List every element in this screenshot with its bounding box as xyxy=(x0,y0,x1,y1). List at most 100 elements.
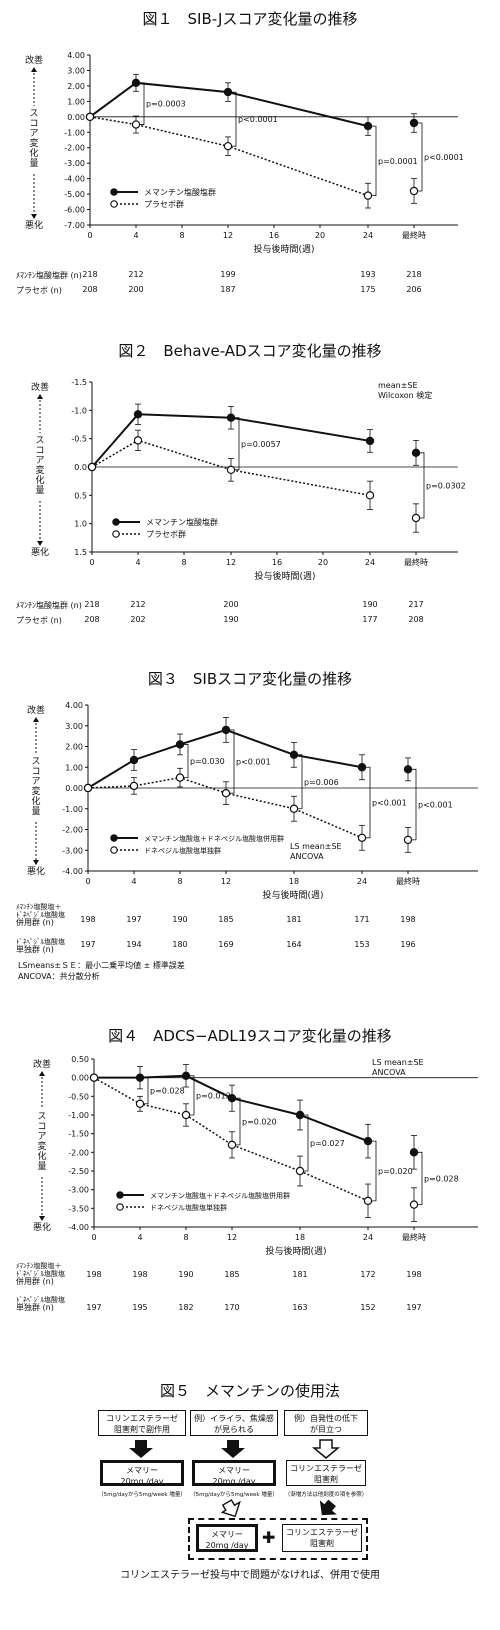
series-2-line xyxy=(89,116,369,197)
legend-label-2: ドネペジル塩酸塩単独群 xyxy=(150,1203,227,1212)
fig5-drug-3: コリンエステラーゼ 阻害剤 xyxy=(286,1460,366,1486)
n-count-cell: 190 xyxy=(223,615,239,624)
series-1-point xyxy=(227,1094,237,1103)
y-tick-label: -6.00 xyxy=(64,206,85,215)
x-tick-label: 12 xyxy=(227,1233,237,1242)
p-value-label: p=0.012 xyxy=(196,1091,231,1100)
y-axis-label-char: コ xyxy=(35,446,44,456)
n-count-cell: 164 xyxy=(286,940,302,949)
fig5-note-2: （5mg/dayから5mg/week 増量） xyxy=(190,1492,278,1498)
n-count-cell: 198 xyxy=(132,1270,148,1279)
series-2-point xyxy=(131,120,141,129)
fig2-n-label-2: プラセボ (n) xyxy=(16,616,62,625)
y-axis-label-char: 変 xyxy=(31,785,40,797)
y-axis-label-char: コ xyxy=(29,119,38,129)
plus-icon: ✚ xyxy=(262,1528,276,1547)
series-1-point xyxy=(221,725,231,735)
p-bracket xyxy=(232,91,237,147)
arrow-diag-outline-icon xyxy=(220,1499,241,1518)
fig4-n-label-2b: 単独群 (n) xyxy=(16,1303,54,1312)
y-axis-label-char: 量 xyxy=(35,485,44,496)
p-bracket xyxy=(140,82,145,125)
n-count-cell: 175 xyxy=(360,285,376,294)
y-improve-label: 改善 xyxy=(27,704,45,716)
series-2-point xyxy=(357,833,367,842)
series-2-line xyxy=(93,1077,369,1202)
fig1-n-label-1: ﾒﾏﾝﾁﾝ塩酸塩群 (n) xyxy=(16,271,82,280)
y-tick-label: -4.00 xyxy=(64,175,85,184)
fig5-footer: コリンエステラーゼ投与中で問題がなければ、併用で使用 xyxy=(120,1570,380,1581)
y-tick-label: 3.00 xyxy=(65,722,83,731)
series-1-point xyxy=(129,755,139,765)
fig5-note-3: （漸増方法は他剤度の項を参照） xyxy=(284,1492,368,1498)
p-bracket xyxy=(412,768,417,841)
arrow-up-icon xyxy=(39,1071,45,1076)
legend-label-1: メマンチン塩酸塩＋ドネペジル塩酸塩併用群 xyxy=(144,834,284,843)
series-2-point xyxy=(221,788,231,798)
series-1-line xyxy=(87,728,363,789)
series-1-line xyxy=(91,413,371,468)
series-2-point xyxy=(85,112,95,122)
x-tick-label: 最終時 xyxy=(402,1232,426,1242)
series-2-point xyxy=(409,186,419,196)
y-axis-label-char: ス xyxy=(35,436,44,446)
series-2-point xyxy=(135,1099,145,1109)
y-worsen-label: 悪化 xyxy=(25,219,43,231)
y-tick-label: -2.00 xyxy=(68,1148,89,1157)
x-axis-label: 投与後時間(週) xyxy=(253,243,314,255)
series-2-point xyxy=(175,773,185,782)
y-tick-label: 2.00 xyxy=(65,743,83,752)
fig3-n-label-2: ﾄﾞﾈﾍﾟｼﾞﾙ塩酸塩 単独群 (n) xyxy=(16,938,65,954)
n-count-cell: 212 xyxy=(128,270,144,279)
x-tick-label: 24 xyxy=(365,558,375,567)
fig3-n-label-1c: 併用群 (n) xyxy=(16,918,54,927)
y-axis-label-char: 変 xyxy=(29,137,38,149)
x-tick-label: 16 xyxy=(272,558,282,567)
series-2-point xyxy=(295,1166,305,1176)
p-value-label: p<0.001 xyxy=(236,758,271,767)
x-tick-label: 20 xyxy=(315,231,325,240)
series-1-point xyxy=(175,740,185,749)
legend-marker-1 xyxy=(110,188,118,196)
p-value-label: p=0.020 xyxy=(378,1167,413,1176)
legend-marker-1 xyxy=(110,834,118,842)
y-tick-label: 4.00 xyxy=(65,701,83,710)
series-1-point xyxy=(363,1136,373,1146)
n-count-cell: 181 xyxy=(292,1270,308,1279)
y-tick-label: -1.5 xyxy=(71,378,87,387)
series-2-point xyxy=(363,191,373,200)
fig1-n-label-2: プラセボ (n) xyxy=(16,286,62,295)
x-tick-label: 8 xyxy=(179,231,184,240)
y-axis-label-char: 変 xyxy=(35,464,44,476)
series-1-point xyxy=(403,765,413,774)
n-count-cell: 197 xyxy=(126,915,142,924)
p-bracket xyxy=(418,1151,423,1206)
y-tick-label: -1.00 xyxy=(64,128,85,137)
fig3-chart: 4.00 3.00 2.00 1.00 0.00 -1.00 -2.00 -3.00 -4.00… xyxy=(27,701,478,901)
series-1-point xyxy=(409,118,419,128)
fig2-n-label-1: ﾒﾏﾝﾁﾝ塩酸塩群 (n) xyxy=(16,601,82,610)
series-2-point xyxy=(129,781,139,791)
stat-note: ANCOVA xyxy=(290,852,324,861)
series-1-point xyxy=(289,750,299,760)
n-count-cell: 198 xyxy=(406,1270,422,1279)
n-count-cell: 198 xyxy=(400,915,416,924)
p-bracket xyxy=(144,1077,149,1105)
y-tick-label: 2.00 xyxy=(67,82,85,91)
fig4-title: 図４ ADCS−ADL19スコア変化量の推移 xyxy=(108,1027,392,1045)
series-1-line xyxy=(94,1074,369,1143)
p-bracket xyxy=(366,766,371,839)
series-2-point xyxy=(365,491,375,500)
y-tick-label: 0.0 xyxy=(74,463,87,472)
y-tick-label: -3.50 xyxy=(68,1204,89,1213)
y-axis-label-char: コ xyxy=(31,767,40,777)
p-value-label: p=0.0057 xyxy=(241,440,281,449)
arrow-down-icon xyxy=(33,860,39,865)
x-axis-label: 投与後時間(週) xyxy=(254,570,315,582)
p-bracket xyxy=(236,1097,241,1146)
x-tick-label: 24 xyxy=(357,877,367,886)
fig5-merge-arrows xyxy=(220,1499,337,1518)
n-count-cell: 206 xyxy=(406,285,422,294)
n-count-cell: 208 xyxy=(84,615,100,624)
n-count-cell: 218 xyxy=(84,600,100,609)
